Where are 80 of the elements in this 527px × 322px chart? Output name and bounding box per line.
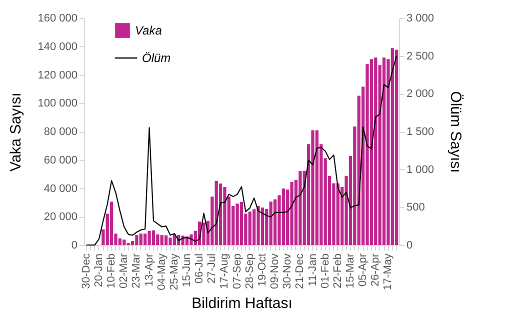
bar: [260, 208, 264, 245]
x-tick-label: 06-Jul: [194, 254, 206, 284]
x-tick-label: 15-Jun: [181, 254, 194, 288]
bar: [152, 230, 156, 245]
y-tick-label: 100 000: [38, 98, 78, 110]
bar: [164, 235, 168, 245]
x-tick-label: 17-May: [382, 253, 394, 290]
x-tick-label: 28-Sep: [244, 254, 256, 289]
y-tick-label: 20 000: [44, 211, 78, 224]
bar: [311, 130, 314, 245]
x-tick-label: 23-Mar: [130, 253, 143, 288]
x-tick-label: 05-Apr: [357, 253, 370, 287]
bar: [144, 234, 147, 245]
bar: [248, 212, 252, 245]
y-tick-label: 80 000: [44, 126, 78, 138]
y2-tick-label: 0: [406, 240, 413, 252]
bar: [240, 202, 244, 245]
legend-label: Ölüm: [142, 51, 171, 65]
y-tick-label: 160 000: [38, 12, 78, 24]
y-tick-label: 140 000: [38, 40, 78, 53]
bar: [160, 235, 164, 245]
y2-tick-label: 1 000: [406, 164, 434, 176]
x-axis-title: Bildirim Haftası: [192, 295, 292, 312]
x-tick-label: 30-Dec: [80, 253, 92, 289]
y2-tick-label: 3 000: [406, 12, 434, 24]
x-tick-label: 10-Feb: [106, 254, 118, 288]
bar: [202, 222, 206, 245]
bar: [374, 57, 378, 245]
bar: [273, 199, 277, 245]
bar: [395, 50, 398, 245]
y2-tick-label: 2 500: [406, 50, 434, 62]
bar: [290, 182, 294, 245]
x-tick-label: 04-May: [156, 253, 168, 290]
bar: [236, 204, 239, 245]
legend-label: Vaka: [135, 24, 162, 38]
bar: [382, 57, 386, 245]
bar: [135, 235, 138, 245]
x-tick-label: 30-Nov: [282, 253, 294, 289]
bar: [298, 170, 302, 245]
bar: [269, 202, 272, 245]
y2-tick-label: 1 500: [406, 126, 434, 138]
x-tick-label: 01-Feb: [319, 254, 332, 288]
y-tick-label: 60 000: [44, 154, 78, 166]
bar: [390, 48, 394, 245]
x-tick-label: 26-Apr: [370, 253, 382, 287]
bar: [252, 209, 256, 245]
y2-axis-title: Ölüm Sayısı: [447, 91, 464, 173]
bar: [122, 240, 126, 245]
bar: [156, 234, 160, 245]
y-axis-title: Vaka Sayısı: [8, 92, 25, 172]
bar: [139, 234, 142, 245]
bar: [282, 188, 285, 245]
x-tick-label: 11-Jan: [306, 254, 319, 286]
bar: [110, 202, 114, 245]
x-tick-label: 02-Mar: [118, 253, 130, 288]
x-tick-label: 20-Jan: [92, 254, 105, 288]
bar: [148, 230, 151, 245]
x-tick-label: 17-Aug: [218, 254, 231, 289]
bar: [256, 206, 260, 245]
bar: [223, 186, 226, 245]
bar: [168, 238, 172, 245]
x-tick-label: 22-Feb: [332, 254, 344, 288]
y-tick-label: 40 000: [44, 182, 78, 195]
bar: [370, 59, 374, 245]
x-tick-label: 07-Sep: [231, 254, 244, 289]
y2-tick-label: 2 000: [406, 88, 434, 100]
x-tick-label: 25-May: [168, 253, 180, 290]
x-tick-label: 21-Dec: [294, 253, 306, 289]
y2-tick-label: 500: [406, 202, 425, 214]
bar: [218, 184, 222, 245]
y-tick-label: 120 000: [38, 69, 78, 82]
x-tick-label: 27-Jul: [206, 254, 218, 284]
x-tick-label: 19-Oct: [256, 254, 268, 287]
x-tick-label: 13-Apr: [143, 253, 156, 287]
x-tick-label: 09-Nov: [269, 253, 282, 289]
bar: [214, 180, 218, 245]
bar: [315, 130, 319, 245]
y-tick-label: 0: [71, 240, 78, 252]
x-tick-label: 15-Mar: [344, 253, 356, 288]
bar: [336, 183, 340, 245]
